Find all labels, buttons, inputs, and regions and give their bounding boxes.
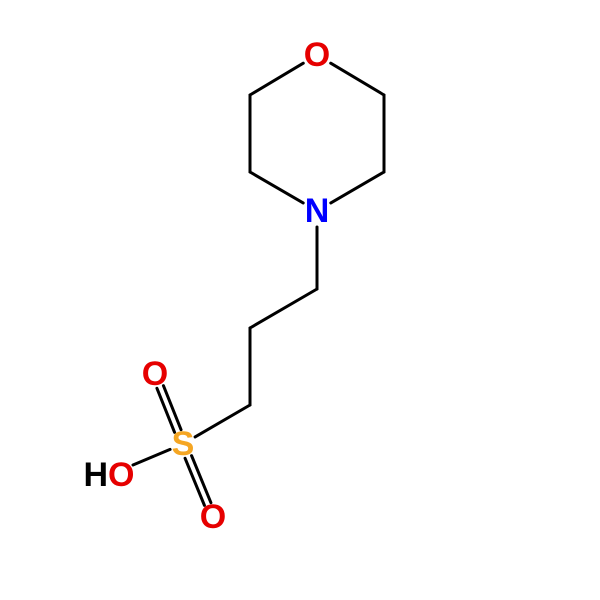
atom-s: S	[172, 425, 195, 463]
atoms-layer: ONSOOHO	[83, 36, 330, 536]
molecule-diagram: ONSOOHO	[0, 0, 600, 600]
atom-o: O	[142, 355, 168, 393]
atom-o: HO	[83, 456, 134, 494]
atom-o: O	[200, 498, 226, 536]
bonds-layer	[133, 63, 384, 505]
atom-n: N	[305, 192, 330, 230]
atom-o: O	[304, 36, 330, 74]
